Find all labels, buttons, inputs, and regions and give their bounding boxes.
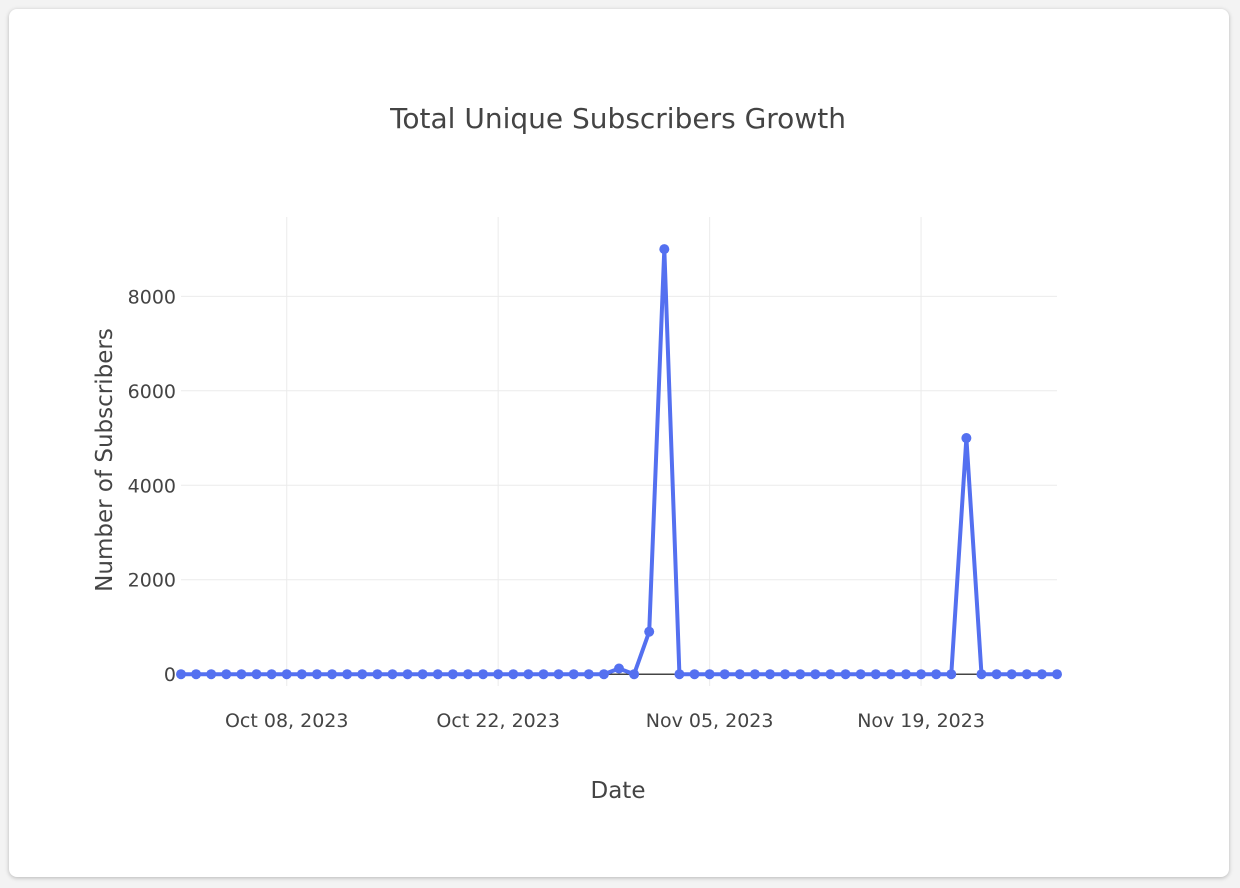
chart-card — [9, 9, 1229, 877]
data-point — [493, 669, 504, 680]
y-axis-label: Number of Subscribers — [92, 328, 118, 592]
data-point — [508, 669, 519, 680]
data-point — [266, 669, 277, 680]
data-point — [795, 669, 806, 680]
data-point — [629, 669, 640, 680]
data-point — [372, 669, 383, 680]
data-point — [478, 669, 489, 680]
data-point — [961, 433, 972, 444]
x-tick-label: Nov 19, 2023 — [857, 710, 985, 732]
x-tick-label: Nov 05, 2023 — [646, 710, 774, 732]
data-point — [1036, 669, 1047, 680]
data-point — [221, 669, 232, 680]
data-point — [931, 669, 942, 680]
data-point — [357, 669, 368, 680]
data-point — [855, 669, 866, 680]
data-point — [417, 669, 428, 680]
y-tick-label: 6000 — [128, 381, 176, 403]
data-point — [236, 669, 247, 680]
y-tick-label: 8000 — [128, 286, 176, 308]
data-point — [1052, 669, 1062, 680]
data-point — [885, 669, 896, 680]
data-point — [689, 669, 700, 680]
data-point — [870, 669, 881, 680]
data-point — [191, 669, 202, 680]
data-point — [402, 669, 413, 680]
data-point — [206, 669, 217, 680]
data-point — [810, 669, 821, 680]
data-point — [1006, 669, 1017, 680]
data-point — [659, 244, 670, 255]
data-point — [765, 669, 776, 680]
data-point — [1021, 669, 1032, 680]
data-point — [614, 663, 624, 674]
x-tick-label: Oct 08, 2023 — [225, 710, 349, 732]
data-point — [780, 669, 791, 680]
data-point — [840, 669, 851, 680]
data-point — [296, 669, 307, 680]
data-point — [674, 669, 685, 680]
data-point — [327, 669, 338, 680]
data-point — [568, 669, 579, 680]
data-point — [538, 669, 549, 680]
data-point — [598, 669, 609, 680]
data-point — [311, 669, 322, 680]
data-point — [176, 669, 186, 680]
data-point — [734, 669, 745, 680]
data-point — [553, 669, 564, 680]
data-point — [462, 669, 473, 680]
data-point — [583, 669, 594, 680]
data-point — [342, 669, 353, 680]
data-point — [447, 669, 458, 680]
chart-title: Total Unique Subscribers Growth — [389, 102, 846, 135]
y-tick-label: 0 — [164, 664, 176, 686]
data-point — [976, 669, 987, 680]
data-point — [387, 669, 398, 680]
data-point — [825, 669, 836, 680]
data-point — [900, 669, 911, 680]
data-point — [644, 626, 655, 637]
data-point — [432, 669, 443, 680]
data-point — [916, 669, 927, 680]
series-line — [181, 247, 1057, 677]
y-tick-label: 4000 — [128, 475, 176, 497]
data-point — [749, 669, 760, 680]
data-point — [704, 669, 715, 680]
x-tick-label: Oct 22, 2023 — [436, 710, 560, 732]
data-point — [281, 669, 292, 680]
y-tick-label: 2000 — [128, 570, 176, 592]
data-point — [251, 669, 262, 680]
x-axis-label: Date — [591, 778, 646, 804]
data-point — [991, 669, 1002, 680]
data-point — [719, 669, 730, 680]
data-point — [946, 669, 957, 680]
data-point — [523, 669, 534, 680]
